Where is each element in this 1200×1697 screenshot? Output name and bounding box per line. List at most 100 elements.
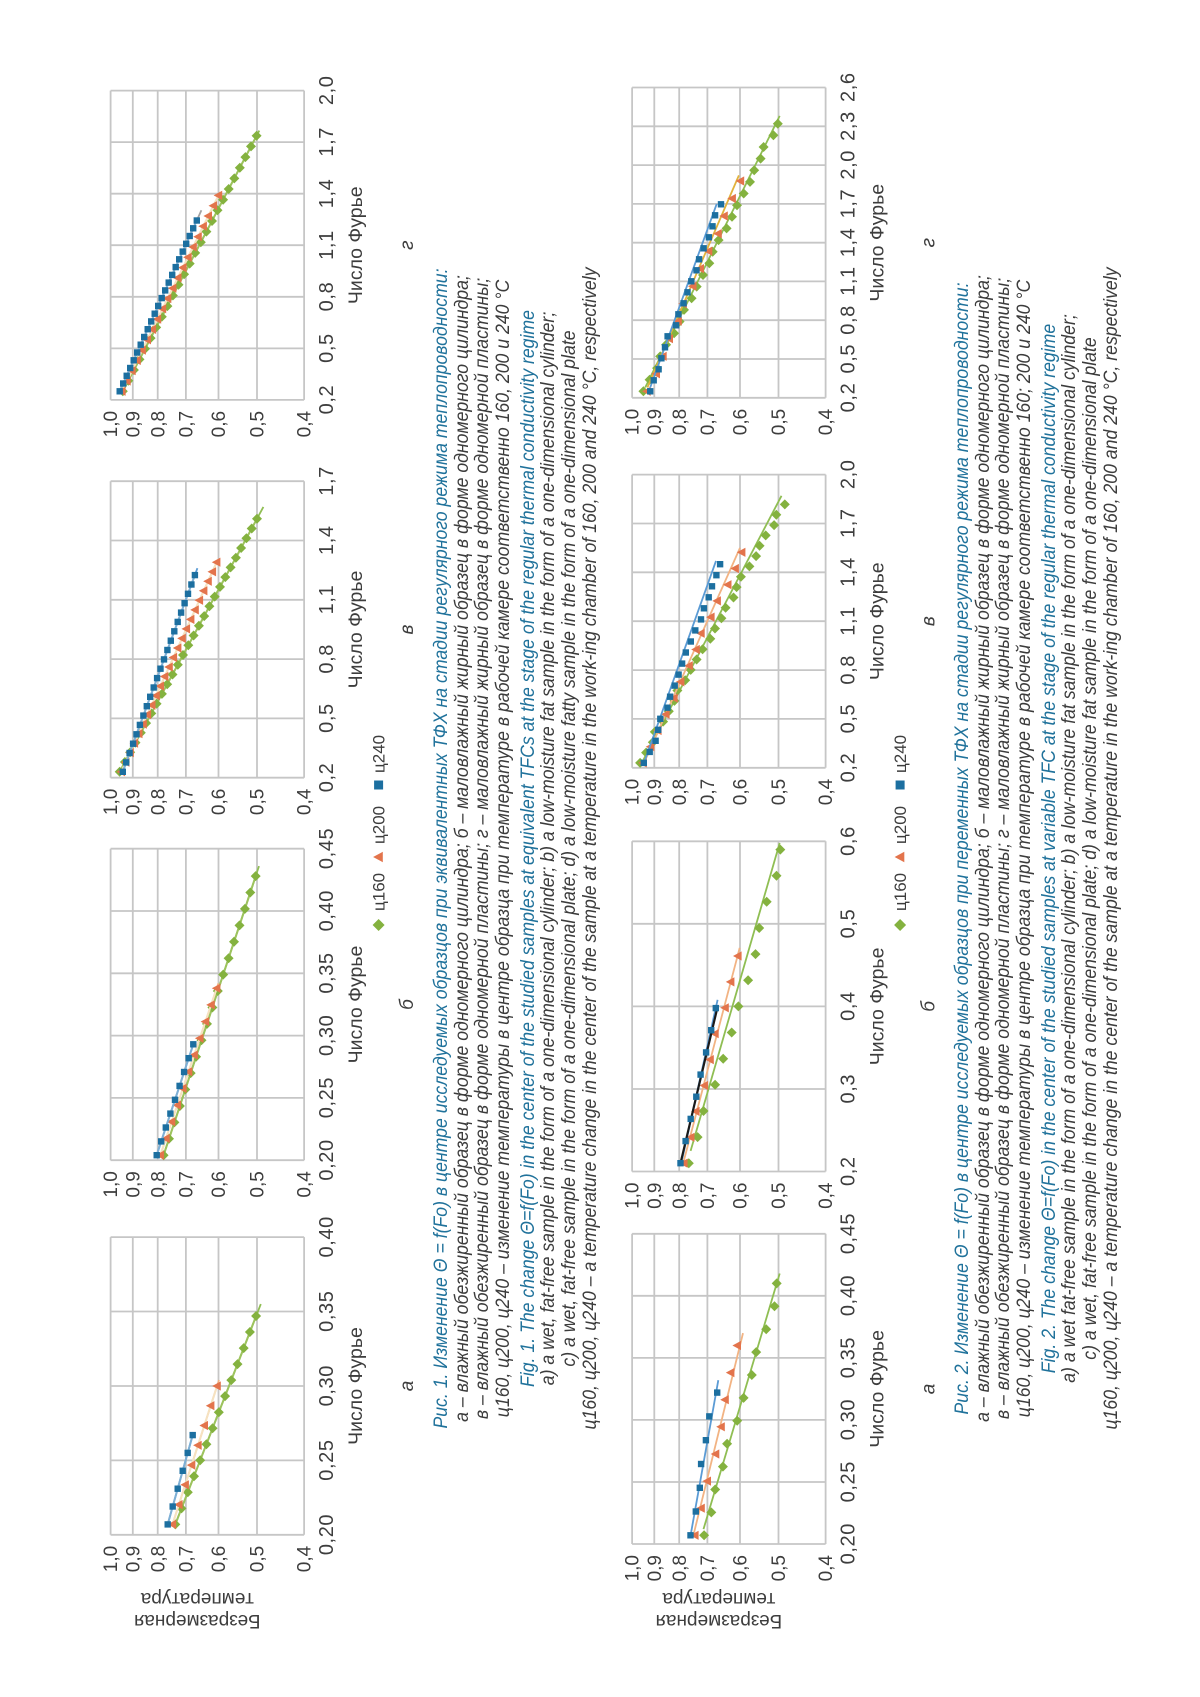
svg-text:0,7: 0,7 (698, 409, 719, 435)
svg-text:0,45: 0,45 (316, 828, 338, 869)
svg-text:0,5: 0,5 (838, 909, 860, 939)
svg-text:0,5: 0,5 (769, 779, 790, 805)
svg-text:Число Фурье: Число Фурье (867, 1330, 889, 1448)
svg-text:0,9: 0,9 (123, 789, 144, 815)
svg-text:0,5: 0,5 (769, 1555, 790, 1581)
svg-text:Число Фурье: Число Фурье (867, 948, 889, 1066)
svg-text:г: г (919, 238, 940, 247)
svg-text:0,7: 0,7 (177, 411, 198, 437)
svg-text:0,5: 0,5 (248, 789, 269, 815)
svg-text:0,6: 0,6 (731, 409, 752, 435)
svg-text:0,35: 0,35 (316, 1291, 338, 1332)
svg-text:в: в (397, 624, 418, 634)
svg-text:ц240: ц240 (891, 735, 910, 773)
svg-text:0,4: 0,4 (295, 1171, 316, 1198)
svg-text:Число Фурье: Число Фурье (345, 186, 367, 304)
svg-text:0,20: 0,20 (316, 1139, 338, 1180)
svg-text:1,0: 1,0 (101, 1171, 122, 1197)
svg-text:0,8: 0,8 (148, 789, 169, 815)
svg-text:ц240: ц240 (370, 735, 389, 773)
svg-text:0,9: 0,9 (645, 409, 666, 435)
svg-text:0,5: 0,5 (248, 1171, 269, 1197)
svg-text:1,0: 1,0 (101, 1546, 122, 1572)
svg-text:0,8: 0,8 (838, 305, 860, 335)
svg-text:0,30: 0,30 (838, 1399, 860, 1440)
svg-text:0,9: 0,9 (123, 1171, 144, 1197)
svg-text:1,7: 1,7 (316, 127, 338, 157)
svg-text:1,0: 1,0 (623, 1555, 644, 1581)
svg-text:0,6: 0,6 (731, 1555, 752, 1581)
svg-text:1,0: 1,0 (101, 411, 122, 437)
svg-text:1,4: 1,4 (838, 228, 860, 258)
svg-text:0,9: 0,9 (123, 1546, 144, 1572)
svg-text:0,2: 0,2 (838, 383, 860, 413)
svg-text:ц160: ц160 (370, 873, 389, 911)
svg-text:0,45: 0,45 (838, 1213, 860, 1254)
svg-text:Число Фурье: Число Фурье (345, 1327, 367, 1445)
svg-text:0,4: 0,4 (838, 991, 860, 1021)
svg-text:0,6: 0,6 (731, 1183, 752, 1209)
svg-text:0,35: 0,35 (838, 1337, 860, 1378)
svg-text:0,8: 0,8 (148, 411, 169, 437)
svg-text:2,6: 2,6 (838, 72, 860, 102)
svg-text:1,1: 1,1 (838, 606, 860, 636)
svg-text:0,40: 0,40 (316, 1216, 338, 1257)
svg-text:Число Фурье: Число Фурье (867, 562, 889, 680)
svg-text:1,7: 1,7 (316, 466, 338, 496)
svg-text:0,25: 0,25 (316, 1439, 338, 1480)
svg-text:в: в (919, 616, 940, 626)
svg-text:0,8: 0,8 (670, 1555, 691, 1581)
svg-text:0,5: 0,5 (248, 411, 269, 437)
svg-text:0,8: 0,8 (670, 1183, 691, 1209)
svg-text:1,7: 1,7 (838, 189, 860, 219)
svg-text:1,1: 1,1 (316, 230, 338, 260)
svg-text:1,0: 1,0 (101, 789, 122, 815)
svg-text:0,4: 0,4 (816, 1555, 837, 1582)
svg-text:0,2: 0,2 (838, 1156, 860, 1186)
svg-text:0,7: 0,7 (698, 779, 719, 805)
svg-text:0,30: 0,30 (316, 1015, 338, 1056)
svg-text:0,6: 0,6 (209, 789, 230, 815)
svg-text:0,8: 0,8 (838, 655, 860, 685)
svg-text:0,5: 0,5 (769, 1183, 790, 1209)
svg-text:б: б (919, 1000, 940, 1012)
svg-text:0,2: 0,2 (316, 763, 338, 793)
svg-text:1,7: 1,7 (838, 508, 860, 538)
svg-text:0,9: 0,9 (645, 779, 666, 805)
svg-text:0,8: 0,8 (670, 409, 691, 435)
svg-text:1,0: 1,0 (623, 409, 644, 435)
svg-text:0,6: 0,6 (838, 826, 860, 856)
svg-text:0,5: 0,5 (838, 344, 860, 374)
svg-text:температура: температура (140, 1588, 253, 1609)
svg-text:0,25: 0,25 (838, 1461, 860, 1502)
svg-text:Число Фурье: Число Фурье (345, 946, 367, 1064)
svg-text:а: а (397, 1381, 418, 1392)
svg-text:1,0: 1,0 (623, 1183, 644, 1209)
svg-text:1,1: 1,1 (316, 585, 338, 615)
svg-text:0,7: 0,7 (177, 1171, 198, 1197)
svg-text:1,4: 1,4 (838, 557, 860, 587)
svg-text:2,0: 2,0 (838, 459, 860, 489)
svg-text:0,25: 0,25 (316, 1077, 338, 1118)
svg-text:0,6: 0,6 (209, 1171, 230, 1197)
svg-text:1,4: 1,4 (316, 179, 338, 209)
svg-text:0,4: 0,4 (295, 1545, 316, 1572)
svg-text:2,0: 2,0 (838, 150, 860, 180)
svg-text:Безразмерная: Безразмерная (656, 1610, 783, 1631)
svg-text:0,7: 0,7 (698, 1183, 719, 1209)
svg-text:Безразмерная: Безразмерная (134, 1610, 261, 1631)
svg-text:1,4: 1,4 (316, 525, 338, 555)
svg-text:0,40: 0,40 (316, 890, 338, 931)
svg-text:0,9: 0,9 (123, 411, 144, 437)
svg-text:0,9: 0,9 (645, 1555, 666, 1581)
svg-text:1,1: 1,1 (838, 266, 860, 296)
svg-text:0,2: 0,2 (838, 753, 860, 783)
svg-text:0,6: 0,6 (209, 1546, 230, 1572)
svg-text:0,4: 0,4 (295, 410, 316, 437)
svg-text:0,5: 0,5 (316, 333, 338, 363)
svg-text:2,3: 2,3 (838, 111, 860, 141)
svg-text:0,5: 0,5 (248, 1546, 269, 1572)
svg-text:ц160: ц160 (891, 873, 910, 911)
svg-text:г: г (397, 241, 418, 250)
svg-text:0,5: 0,5 (316, 703, 338, 733)
